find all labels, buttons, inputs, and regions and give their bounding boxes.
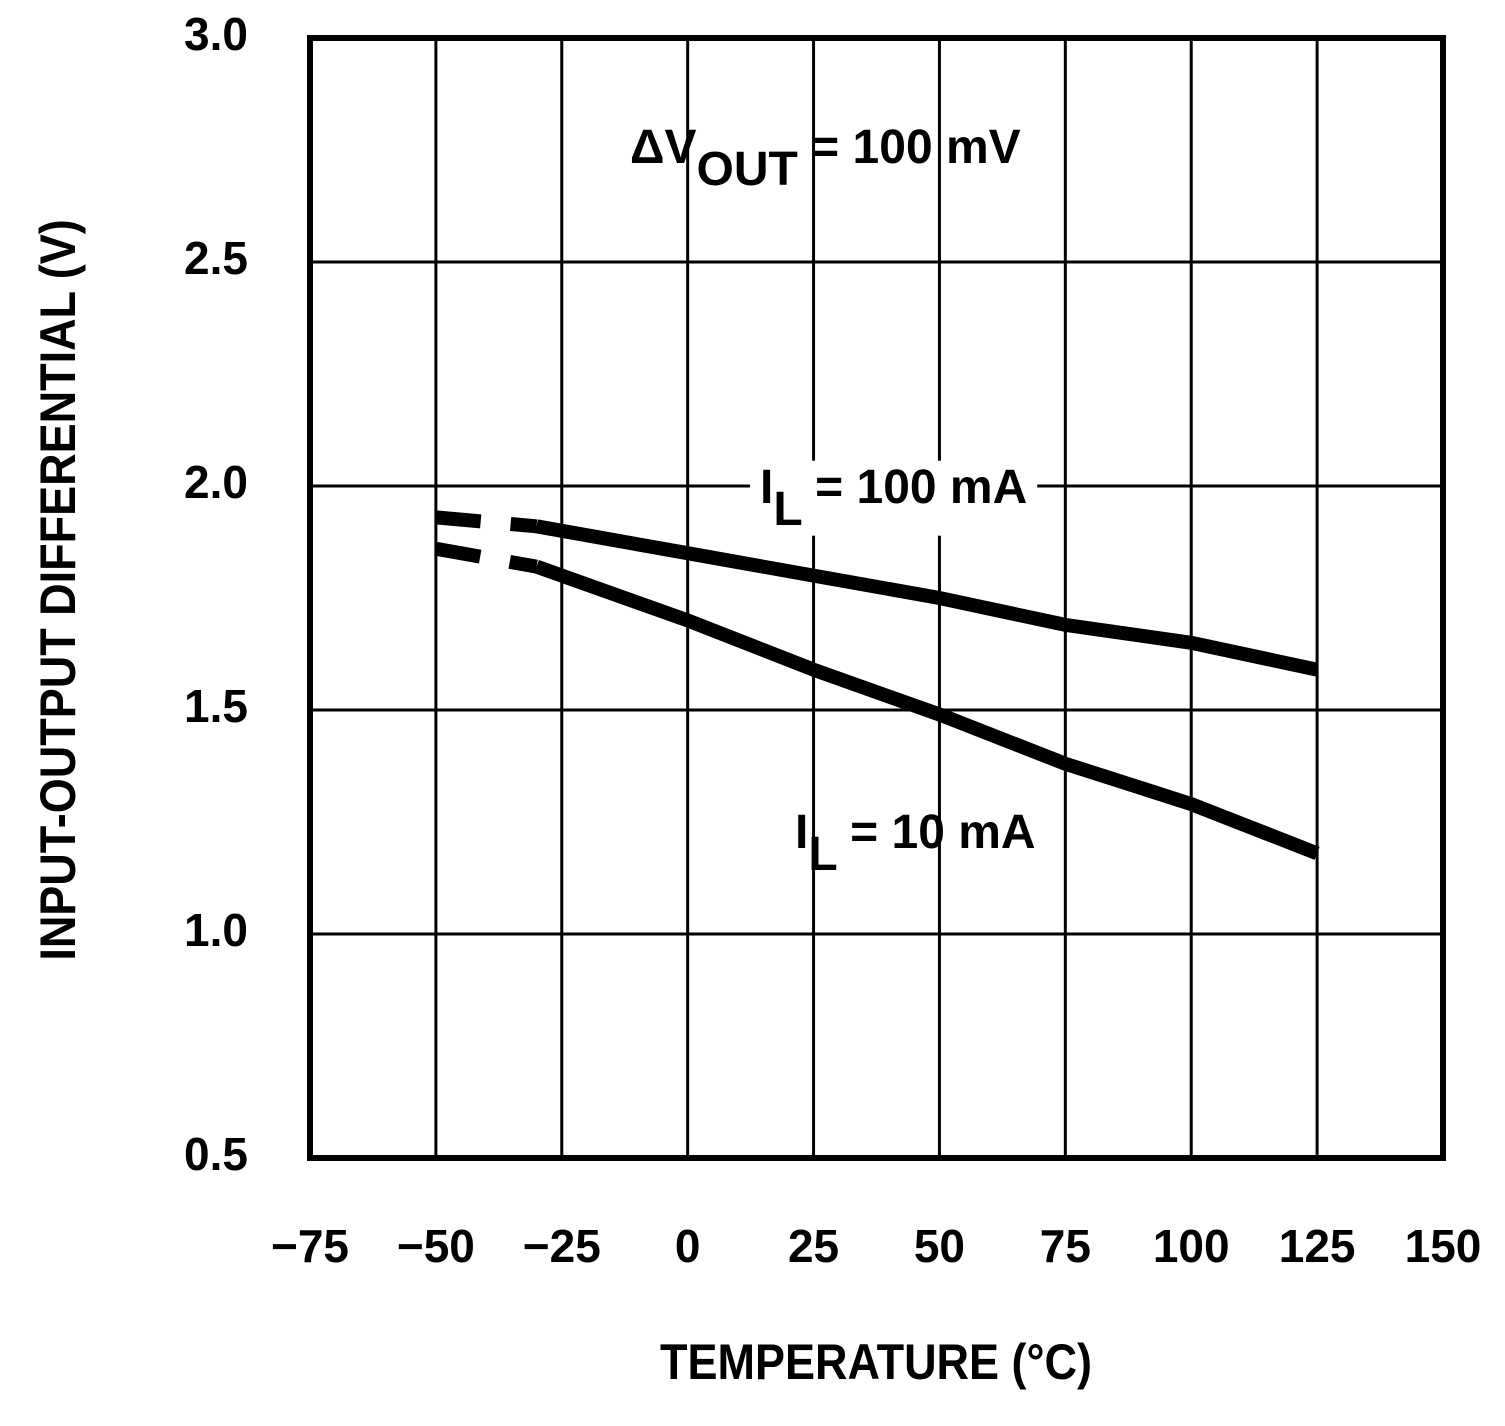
line (534, 560, 1320, 860)
x-tick-label: 75 (1040, 1220, 1091, 1272)
x-tick-label: 50 (914, 1220, 965, 1272)
plot-frame (307, 35, 1446, 1161)
x-tick-label: 125 (1279, 1220, 1356, 1272)
y-tick-label: 2.0 (184, 456, 248, 508)
x-tick-label: 25 (788, 1220, 839, 1272)
y-tick-label: 3.0 (184, 8, 248, 60)
x-tick-label: 0 (675, 1220, 701, 1272)
series-label: IL = 100 mA (760, 461, 1027, 536)
x-tick-label: −50 (397, 1220, 475, 1272)
x-tick-label: 150 (1405, 1220, 1482, 1272)
annotation-main: ΔV (630, 121, 697, 174)
x-tick-label: −25 (523, 1220, 601, 1272)
series-label-sub: L (808, 828, 836, 881)
series-label-main: I (760, 461, 773, 514)
y-tick-label: 1.0 (184, 904, 248, 956)
y-tick-label: 2.5 (184, 232, 248, 284)
series-label-sub: L (773, 483, 801, 536)
annotation-sub: OUT (697, 143, 798, 196)
annotation-rest: = 100 mV (798, 121, 1021, 174)
line (535, 519, 1319, 677)
annotation: ΔVOUT = 100 mV (630, 121, 1021, 196)
series-label-rest: = 10 mA (837, 806, 1036, 859)
y-tick-label: 0.5 (184, 1128, 248, 1180)
x-tick-label: 100 (1153, 1220, 1230, 1272)
label-background (750, 460, 1038, 536)
series-label-main: I (795, 806, 808, 859)
x-axis-title: TEMPERATURE (°C) (660, 1335, 1092, 1391)
line-dashed-segment (434, 541, 538, 574)
y-axis-title: INPUT-OUTPUT DIFFERENTIAL (V) (31, 219, 87, 960)
x-tick-label: −75 (271, 1220, 349, 1272)
series-label: IL = 10 mA (795, 806, 1036, 881)
line-dashed-segment (435, 510, 538, 534)
series-label-rest: = 100 mA (802, 461, 1027, 514)
y-tick-label: 1.5 (184, 680, 248, 732)
